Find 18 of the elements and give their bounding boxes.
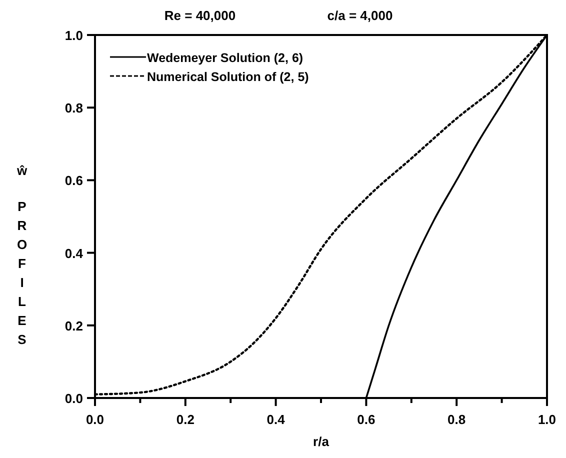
y-tick-label: 0.6 xyxy=(64,173,83,188)
x-tick-label: 0.4 xyxy=(266,412,286,427)
x-axis-title: r/a xyxy=(313,434,330,449)
y-tick-label: 0.0 xyxy=(64,391,83,406)
y-tick-label: 0.8 xyxy=(64,100,83,116)
x-tick-label: 0.8 xyxy=(448,412,466,427)
x-tick-label: 1.0 xyxy=(538,412,556,427)
y-tick-label: 0.4 xyxy=(64,246,84,261)
x-tick-label: 0.0 xyxy=(86,412,104,427)
legend-label: Numerical Solution of (2, 5) xyxy=(147,70,309,84)
x-tick-label: 0.6 xyxy=(357,412,376,427)
x-tick-label: 0.2 xyxy=(176,412,194,427)
text: ŵ PROFILES xyxy=(16,163,28,347)
y-tick-label: 0.2 xyxy=(64,318,83,334)
chart-subtitle: c/a = 4,000 xyxy=(327,8,393,23)
y-tick-label: 1.0 xyxy=(64,28,83,43)
chart-title: Re = 40,000 xyxy=(164,8,236,23)
legend-label: Wedemeyer Solution (2, 6) xyxy=(147,51,304,65)
